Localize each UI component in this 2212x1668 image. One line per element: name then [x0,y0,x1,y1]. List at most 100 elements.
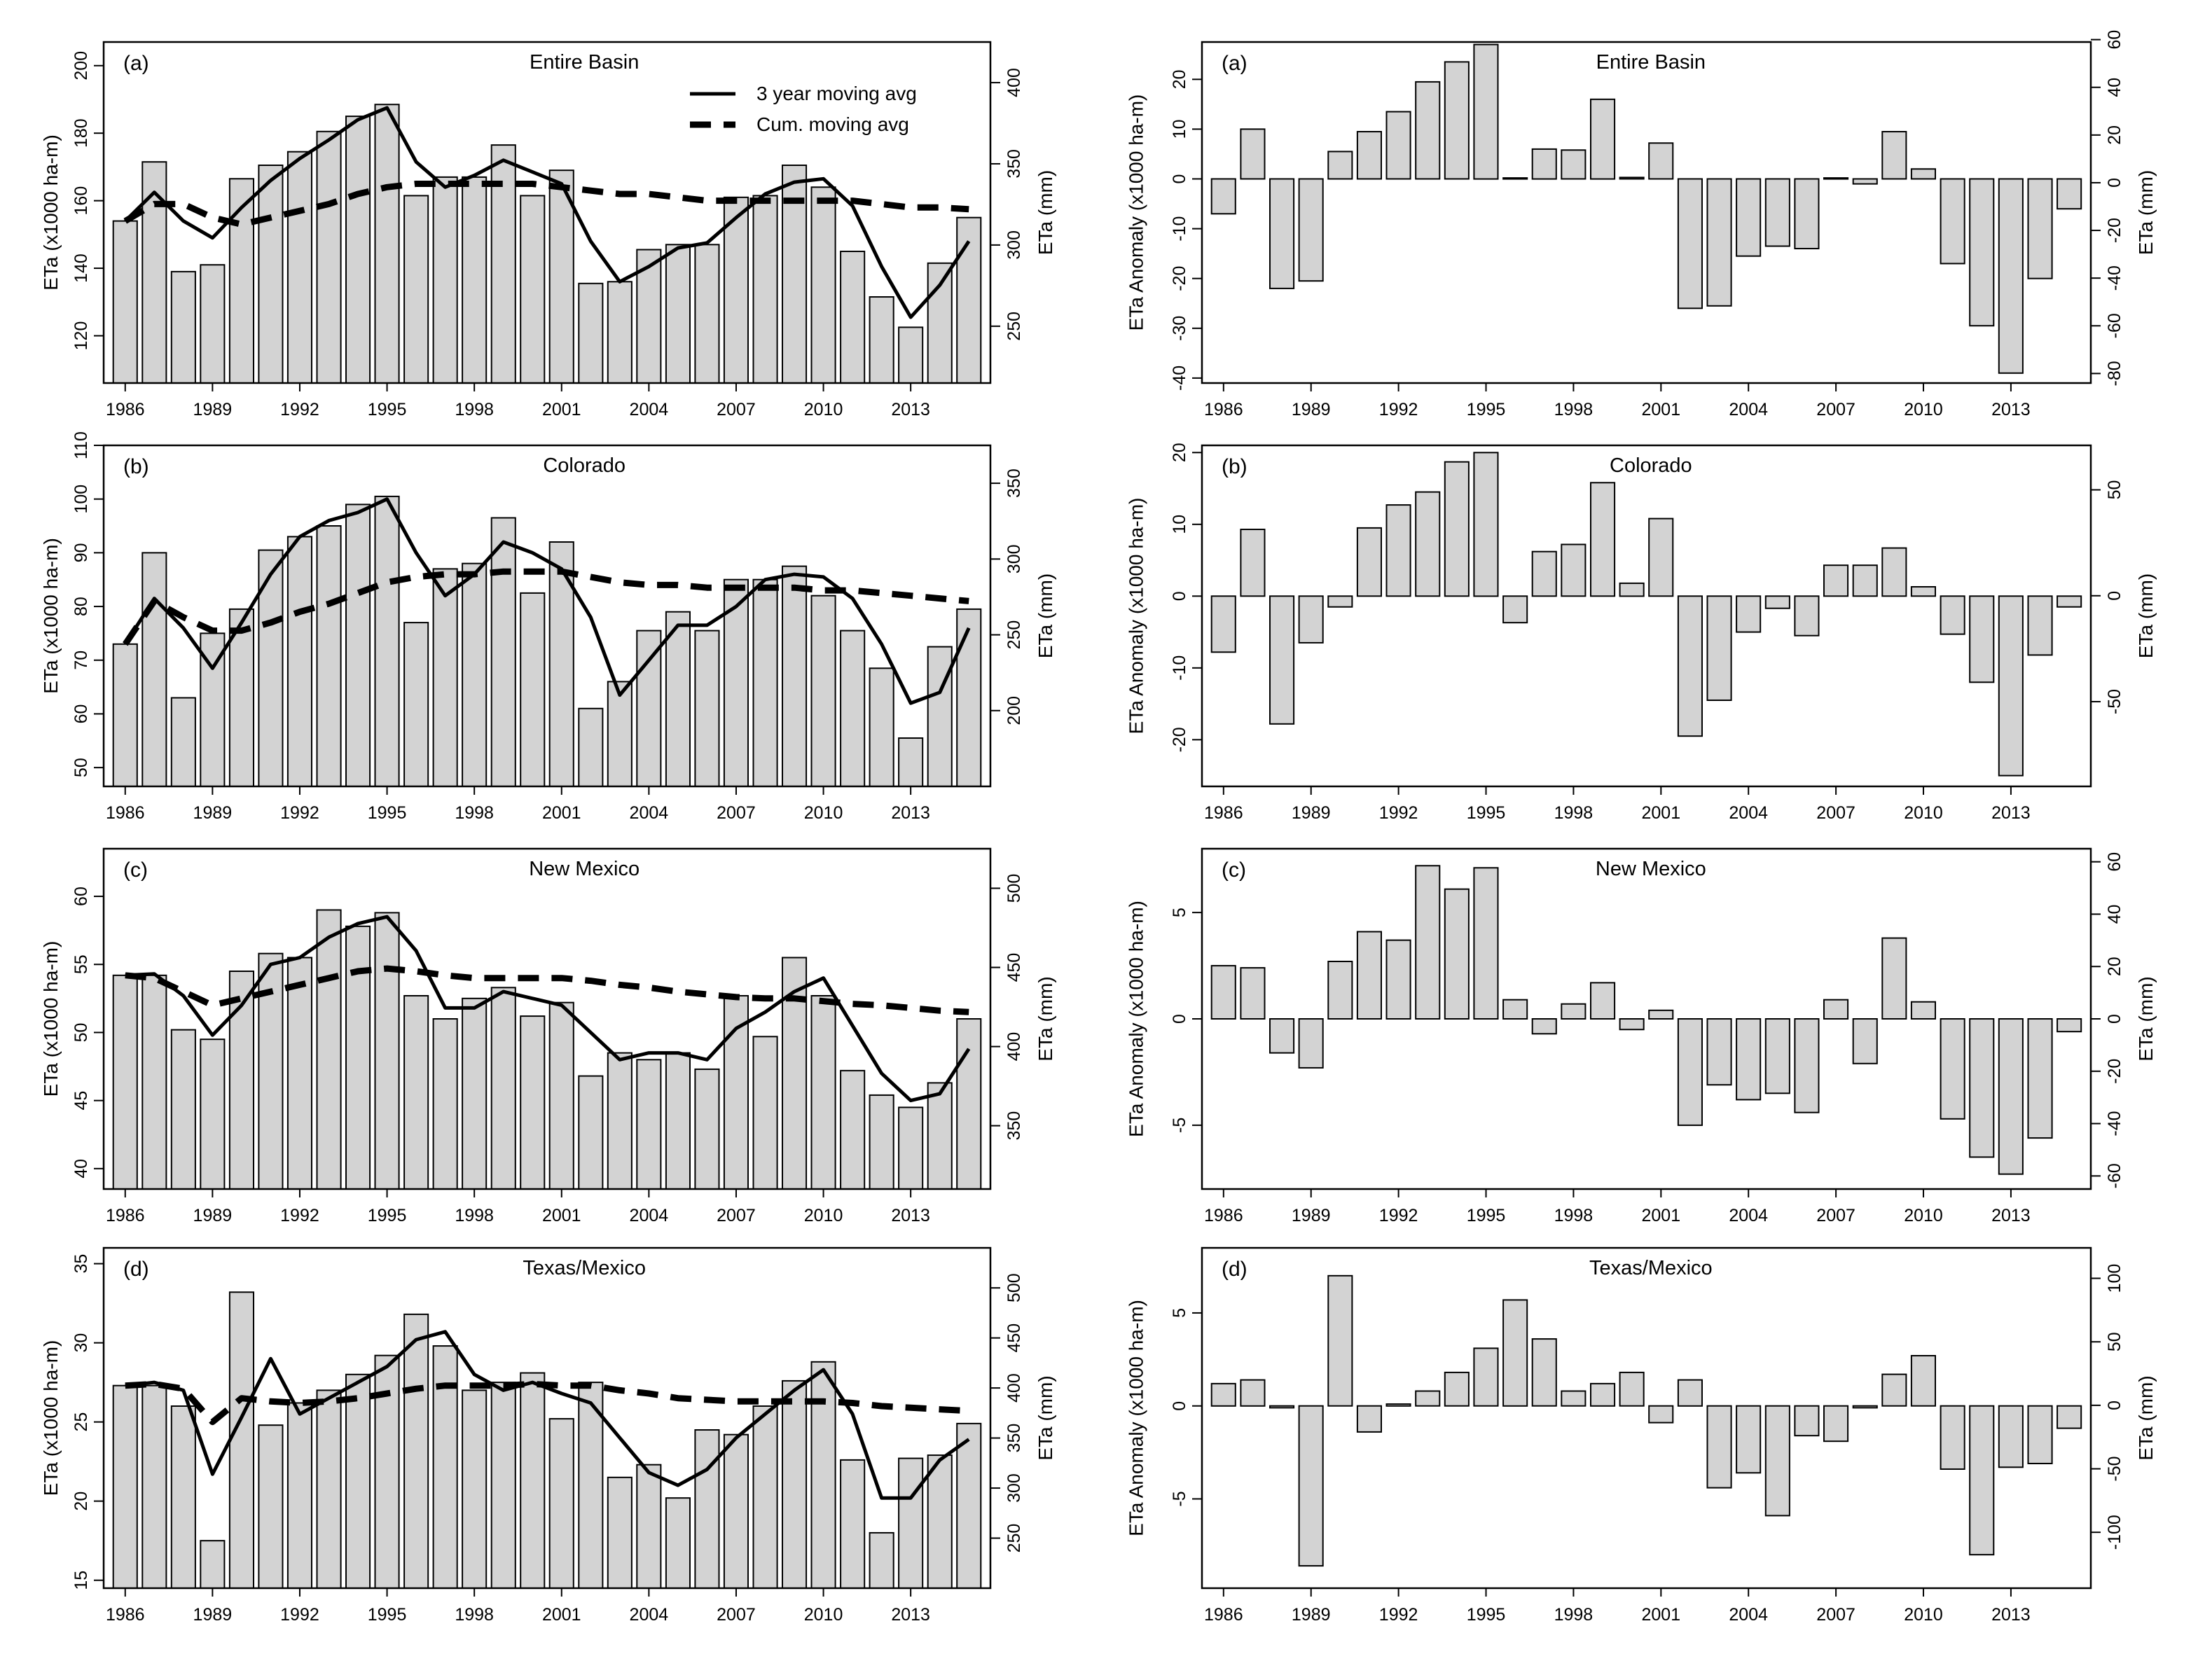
x-tick-label: 1995 [368,400,407,419]
x-tick-label: 1986 [106,1605,145,1625]
bar-2003 [607,681,633,788]
bar-2008 [752,578,778,787]
y-tick-label: 160 [71,186,91,216]
x-tick-label: 1995 [1467,1605,1506,1625]
x-tick-label: 2007 [717,1605,756,1625]
bar-1995 [1473,452,1499,597]
bar-2001 [1648,517,1674,597]
bar-1991 [258,1424,284,1589]
panel-title: New Mexico [529,858,640,880]
plot-frame [102,41,992,384]
bar-1997 [1531,1338,1557,1407]
x-tick-label: 1989 [1292,803,1331,823]
y-tick-label: 50 [71,1023,91,1043]
y2-axis-label: ETa (mm) [1035,170,1056,255]
bar-2012 [869,667,894,787]
bar-2014 [2027,1405,2053,1464]
y2-axis-label: ETa (mm) [1035,1375,1056,1460]
bar-1992 [1385,939,1411,1020]
y2-tick-label: 450 [1004,1323,1024,1353]
bar-2014 [927,1082,953,1190]
y2-axis-label: ETa (mm) [1035,976,1056,1061]
bar-1988 [170,1029,196,1190]
bar-2004 [1736,178,1762,257]
bar-1990 [228,1291,254,1590]
y2-tick-label: 0 [2105,591,2124,601]
x-tick-label: 1995 [1467,1206,1506,1225]
x-tick-label: 1989 [193,1605,233,1625]
bar-1991 [1356,931,1383,1020]
bar-1991 [1356,527,1383,597]
bar-1996 [403,995,429,1190]
x-tick-label: 2007 [717,803,756,823]
y-tick-label: -40 [1170,366,1189,391]
y-tick-label: 25 [71,1412,91,1432]
bar-1997 [432,176,458,384]
y-tick-label: -10 [1170,216,1189,242]
bar-2004 [1736,1405,1762,1474]
bar-2003 [1706,1405,1732,1489]
y2-tick-label: 300 [1004,230,1024,260]
x-tick-label: 2013 [1991,400,2031,419]
bar-2002 [578,282,604,384]
y2-tick-label: 450 [1004,953,1024,982]
y2-tick-label: 40 [2105,78,2124,97]
bar-2013 [1998,178,2024,374]
bar-2007 [723,1433,749,1589]
plot-frame [102,1246,992,1590]
panel-label: (c) [1222,859,1246,882]
bar-2003 [607,1476,633,1590]
bar-2005 [1764,595,1790,609]
bar-2011 [1940,1405,1965,1470]
bar-1988 [170,697,196,787]
y-tick-label: 0 [1170,1014,1189,1024]
panel-label: (b) [123,455,149,478]
y-tick-label: 0 [1170,1401,1189,1411]
x-tick-label: 2007 [1816,803,1855,823]
x-tick-label: 1986 [1204,1605,1243,1625]
x-tick-label: 1995 [368,803,407,823]
bar-2013 [898,1457,924,1590]
bar-2009 [1881,1373,1907,1407]
panel-label: (c) [123,859,148,882]
bar-1992 [286,151,312,384]
bar-2009 [782,1379,808,1590]
bar-1989 [200,264,226,384]
bar-1992 [1385,1403,1411,1407]
bar-2010 [810,186,836,384]
x-tick-label: 2004 [1729,1605,1768,1625]
x-tick-label: 1986 [1204,1206,1243,1225]
legend-label: Cum. moving avg [756,113,909,135]
x-tick-label: 1992 [280,1206,319,1225]
bar-1993 [316,130,342,384]
bar-1993 [1415,1390,1441,1407]
x-tick-label: 2007 [717,400,756,419]
bar-1990 [1327,151,1353,180]
panel-label: (b) [1222,455,1247,478]
bar-1989 [1298,1405,1324,1567]
bar-1986 [1210,178,1236,215]
x-tick-label: 1998 [455,1206,494,1225]
y-tick-label: -5 [1170,1118,1189,1133]
bar-1992 [1385,111,1411,180]
bar-2007 [1823,177,1849,180]
bar-1994 [345,116,371,384]
x-tick-label: 1992 [280,1605,319,1625]
bar-2005 [1764,1405,1790,1517]
moving-avg-line [124,106,971,319]
x-tick-label: 2010 [804,1206,843,1225]
bar-2014 [2027,595,2053,656]
bar-2015 [2057,1018,2082,1033]
bar-2013 [898,737,924,787]
bar-2003 [1706,178,1732,307]
x-tick-label: 2010 [804,803,843,823]
bar-2006 [1794,595,1820,637]
bar-1996 [1502,595,1528,624]
bar-2000 [1619,176,1645,180]
y-axis-label: ETa (x1000 ha-m) [40,538,62,694]
panel-label: (a) [1222,52,1247,75]
y2-tick-label: 200 [1004,696,1024,725]
y2-axis-label: ETa (mm) [1035,574,1056,658]
bar-1997 [1531,550,1557,597]
x-tick-label: 1998 [455,400,494,419]
